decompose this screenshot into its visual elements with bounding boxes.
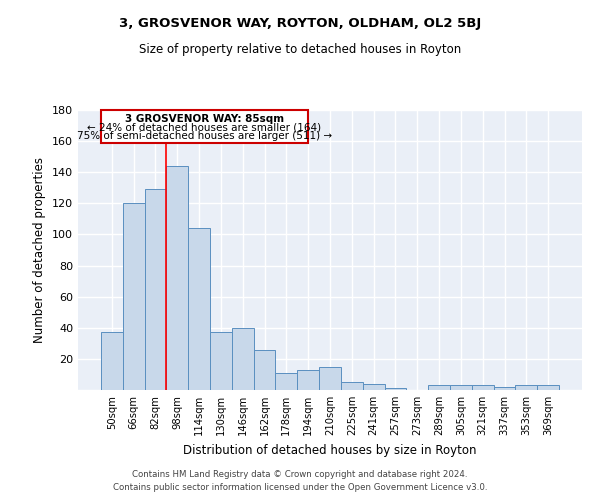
Text: ← 24% of detached houses are smaller (164): ← 24% of detached houses are smaller (16… [88, 122, 322, 132]
Bar [428, 386, 450, 390]
Bar [472, 386, 494, 390]
Text: 3, GROSVENOR WAY, ROYTON, OLDHAM, OL2 5BJ: 3, GROSVENOR WAY, ROYTON, OLDHAM, OL2 5B… [119, 18, 481, 30]
Bar [319, 366, 341, 390]
Text: 75% of semi-detached houses are larger (511) →: 75% of semi-detached houses are larger (… [77, 131, 332, 141]
Bar [145, 190, 166, 390]
Bar [515, 386, 537, 390]
FancyBboxPatch shape [101, 110, 308, 142]
Bar [188, 228, 210, 390]
Bar [123, 204, 145, 390]
Bar [166, 166, 188, 390]
Bar [537, 386, 559, 390]
Bar [494, 387, 515, 390]
Bar [254, 350, 275, 390]
X-axis label: Distribution of detached houses by size in Royton: Distribution of detached houses by size … [183, 444, 477, 456]
Bar [341, 382, 363, 390]
Text: Contains HM Land Registry data © Crown copyright and database right 2024.: Contains HM Land Registry data © Crown c… [132, 470, 468, 479]
Bar [232, 328, 254, 390]
Bar [450, 386, 472, 390]
Bar [101, 332, 123, 390]
Bar [363, 384, 385, 390]
Bar [385, 388, 406, 390]
Bar [275, 373, 297, 390]
Text: 3 GROSVENOR WAY: 85sqm: 3 GROSVENOR WAY: 85sqm [125, 114, 284, 124]
Y-axis label: Number of detached properties: Number of detached properties [34, 157, 46, 343]
Text: Contains public sector information licensed under the Open Government Licence v3: Contains public sector information licen… [113, 484, 487, 492]
Bar [210, 332, 232, 390]
Text: Size of property relative to detached houses in Royton: Size of property relative to detached ho… [139, 42, 461, 56]
Bar [297, 370, 319, 390]
